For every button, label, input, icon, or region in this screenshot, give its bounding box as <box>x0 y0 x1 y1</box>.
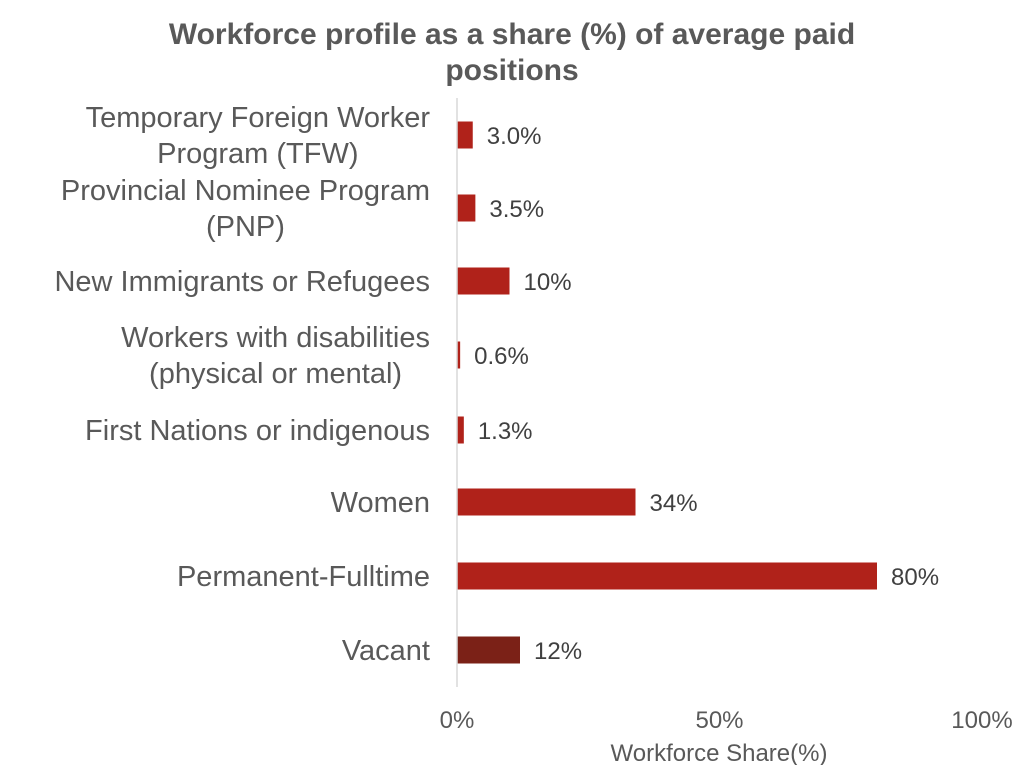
bar-value-label: 80% <box>891 564 939 591</box>
category-label: Provincial Nominee Program (PNP) <box>61 175 430 243</box>
bar-value-label: 12% <box>534 638 582 665</box>
bar <box>457 121 473 149</box>
value-labels: 3.0% 3.5% 10% 0.6% 1.3% 34% 80% 12% <box>474 123 939 665</box>
bar <box>457 416 464 444</box>
category-label-line: Permanent-Fulltime <box>177 561 430 593</box>
chart-title-line: Workforce profile as a share (%) of aver… <box>169 18 855 51</box>
bar-value-label: 10% <box>524 269 572 296</box>
x-axis-title: Workforce Share(%) <box>611 740 828 765</box>
category-label-line: First Nations or indigenous <box>85 415 430 447</box>
category-label-line: Women <box>331 487 430 519</box>
bars-layer <box>457 121 877 664</box>
bar <box>457 194 476 222</box>
category-labels: Temporary Foreign Worker Program (TFW) Pro… <box>54 102 430 667</box>
category-label: Vacant <box>342 635 430 667</box>
bar <box>457 267 510 295</box>
category-label-line: Workers with disabilities <box>121 322 430 354</box>
bar-value-label: 1.3% <box>478 418 533 445</box>
category-label-line: Provincial Nominee Program <box>61 175 430 207</box>
category-label-line: Program (TFW) <box>157 138 358 170</box>
x-tick-label: 0% <box>440 707 475 734</box>
category-label: Permanent-Fulltime <box>177 561 430 593</box>
bar <box>457 488 636 516</box>
chart-title: Workforce profile as a share (%) of aver… <box>169 18 855 87</box>
category-label: Temporary Foreign Worker Program (TFW) <box>86 102 431 170</box>
category-label-line: New Immigrants or Refugees <box>54 266 430 298</box>
category-label: New Immigrants or Refugees <box>54 266 430 298</box>
x-tick-label: 100% <box>951 707 1012 734</box>
bar-value-label: 3.0% <box>487 123 542 150</box>
bar <box>457 341 461 369</box>
bar <box>457 562 877 590</box>
chart-title-line: positions <box>445 54 578 87</box>
bar-value-label: 34% <box>650 490 698 517</box>
category-label-line: (PNP) <box>206 211 285 243</box>
x-tick-label: 50% <box>695 707 743 734</box>
category-label-line: Vacant <box>342 635 430 667</box>
bar-value-label: 3.5% <box>489 196 544 223</box>
category-label-line: Temporary Foreign Worker <box>86 102 431 134</box>
category-label: Women <box>331 487 430 519</box>
bar-value-label: 0.6% <box>474 343 529 370</box>
category-label: First Nations or indigenous <box>85 415 430 447</box>
category-label-line: (physical or mental) <box>149 358 402 390</box>
x-axis-ticks: 0% 50% 100% <box>440 707 1013 734</box>
bar <box>457 636 520 664</box>
category-label: Workers with disabilities (physical or me… <box>121 322 430 390</box>
